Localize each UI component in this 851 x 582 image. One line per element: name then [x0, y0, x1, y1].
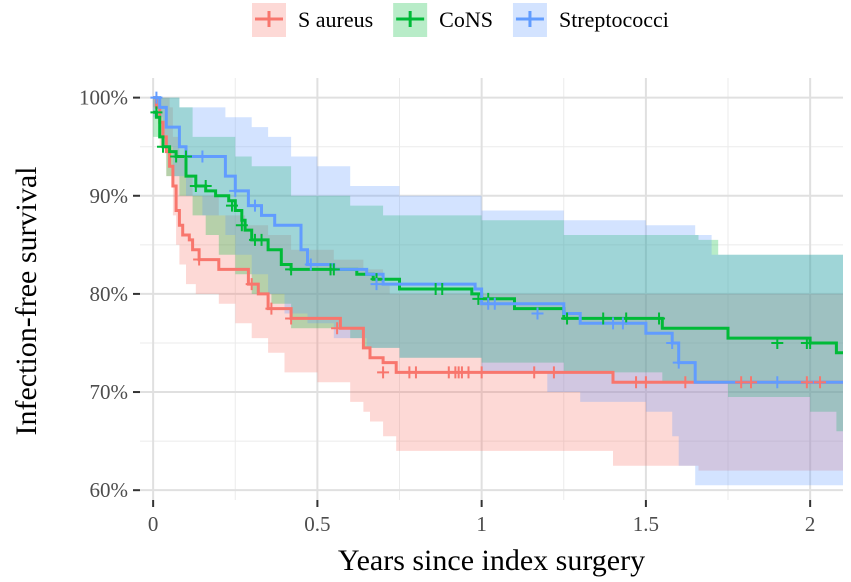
axes: 0 0.5 1 1.5 2 60% 70% 80% 90% 100% [79, 86, 815, 536]
censor-s-aureus [331, 322, 344, 335]
confidence-bands [153, 97, 844, 486]
censor-cons [561, 312, 574, 325]
censor-s-aureus [462, 366, 475, 379]
censor-cons [436, 283, 449, 295]
censor-s-aureus [745, 376, 758, 389]
censor-streptococci [248, 199, 261, 212]
censor-cons [653, 312, 666, 325]
censor-s-aureus [285, 312, 298, 325]
x-tick-label: 0.5 [304, 512, 330, 536]
censor-s-aureus [639, 376, 652, 389]
x-axis-title: Years since index surgery [338, 544, 645, 577]
censor-s-aureus [193, 253, 206, 266]
band-streptococci [153, 97, 844, 486]
censor-s-aureus [679, 376, 692, 389]
censor-s-aureus [409, 366, 422, 379]
censor-cons [179, 150, 192, 163]
censor-cons [225, 199, 238, 212]
y-tick-label: 90% [90, 184, 129, 208]
censor-s-aureus [377, 366, 390, 379]
x-tick-label: 0 [148, 512, 159, 536]
censor-streptococci [672, 356, 685, 369]
censor-streptococci [616, 317, 629, 330]
y-tick-label: 80% [90, 282, 129, 306]
censor-cons [285, 263, 298, 276]
legend-symbol-streptococci [515, 11, 544, 27]
censor-streptococci [531, 307, 544, 320]
legend-symbol-s-aureus [255, 11, 283, 27]
censor-streptococci [771, 376, 784, 389]
y-tick-label: 70% [90, 380, 129, 404]
censor-cons [597, 312, 610, 325]
censor-cons [771, 336, 784, 349]
legend: S aureus CoNS Streptococci [252, 3, 669, 37]
censor-cons [156, 140, 169, 153]
censor-cons [327, 263, 340, 276]
censor-streptococci [196, 150, 209, 163]
censor-streptococci [229, 184, 242, 197]
legend-label-s-aureus: S aureus [298, 7, 373, 32]
x-tick-label: 1 [476, 512, 487, 536]
censor-streptococci [150, 91, 163, 104]
y-tick-label: 100% [79, 86, 128, 110]
censor-s-aureus [547, 366, 560, 379]
y-tick-label: 60% [90, 478, 129, 502]
censor-s-aureus [800, 376, 813, 389]
y-axis-title: Infection-free survival [10, 166, 43, 435]
censor-s-aureus [814, 376, 827, 389]
censor-marks [150, 91, 827, 389]
censor-streptococci [666, 336, 679, 349]
censor-cons [235, 219, 248, 232]
band-s-aureus [153, 97, 844, 471]
censor-streptococci [370, 278, 383, 291]
censor-cons [150, 106, 163, 119]
censor-cons [804, 336, 817, 349]
censor-cons [255, 233, 268, 246]
band-cons [153, 97, 844, 432]
legend-symbol-cons [396, 11, 425, 27]
legend-label-cons: CoNS [439, 7, 493, 32]
x-tick-label: 2 [805, 512, 816, 536]
censor-streptococci [304, 258, 317, 271]
censor-s-aureus [528, 366, 541, 379]
censor-s-aureus [265, 302, 278, 315]
x-tick-label: 1.5 [633, 512, 659, 536]
censor-cons [199, 179, 212, 192]
censor-s-aureus [245, 278, 258, 291]
censor-streptococci [488, 297, 501, 310]
censor-s-aureus [475, 366, 488, 379]
legend-label-streptococci: Streptococci [559, 7, 669, 32]
